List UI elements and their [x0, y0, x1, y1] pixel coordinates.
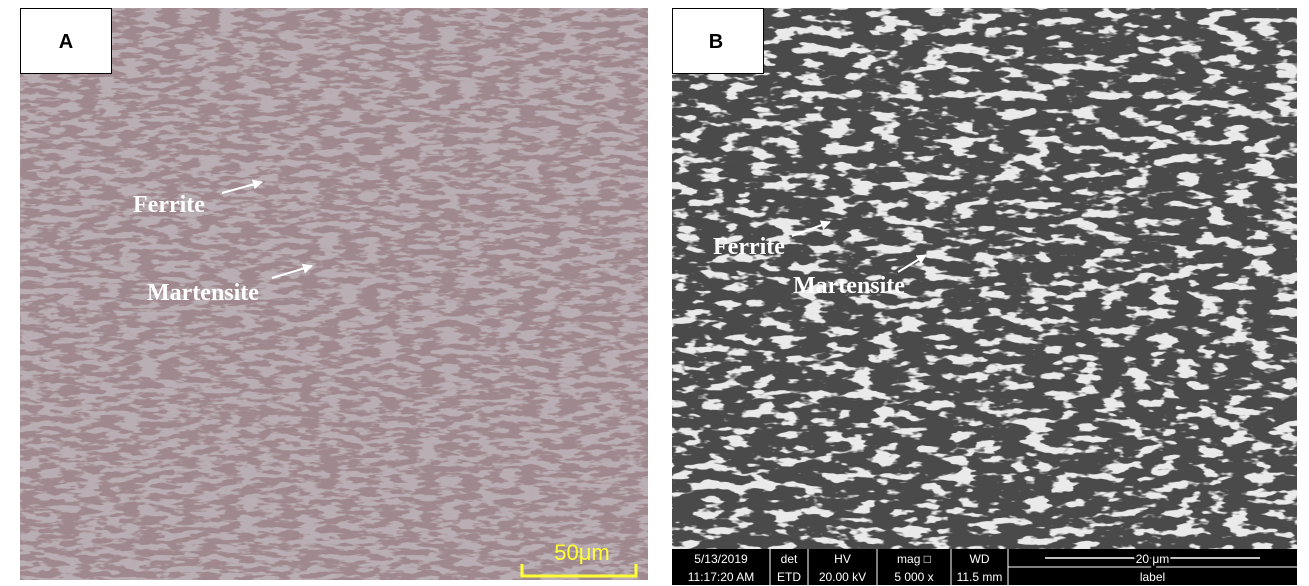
micrograph-texture — [672, 8, 1297, 549]
panel-a: A Ferrite Martensite 50μm — [20, 8, 648, 580]
info-cell: mag □ — [897, 552, 931, 566]
info-cell: 11:17:20 AM — [688, 570, 755, 584]
info-cell: HV — [834, 552, 851, 566]
micrograph-texture — [20, 8, 648, 580]
info-cell: label — [1140, 570, 1165, 584]
annotation: Martensite — [147, 280, 259, 306]
info-cell: 5 000 x — [894, 570, 933, 584]
info-cell: WD — [970, 552, 990, 566]
figure: A Ferrite Martensite 50μm B Ferrite Mart… — [0, 0, 1309, 586]
info-cell: ETD — [777, 570, 801, 584]
annotation: Ferrite — [713, 234, 785, 260]
info-cell: 11.5 mm — [957, 570, 1003, 584]
info-cell: 20.00 kV — [819, 570, 866, 584]
info-cell: det — [781, 552, 798, 566]
panel-label: B — [709, 31, 723, 53]
info-cell: 20 μm — [1136, 552, 1170, 566]
panel-label: A — [59, 31, 73, 53]
panel-b: B Ferrite Martensite — [672, 8, 1297, 585]
annotation: Ferrite — [133, 192, 205, 218]
scale-bar-label: 50μm — [554, 540, 609, 565]
info-cell: 5/13/2019 — [694, 552, 748, 566]
annotation: Martensite — [793, 273, 905, 299]
